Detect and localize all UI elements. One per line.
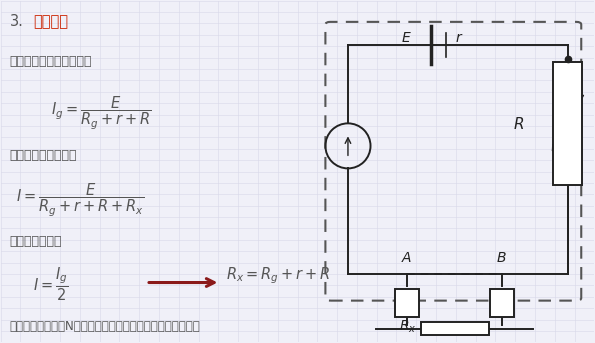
Text: 3.: 3. — [10, 14, 23, 29]
Text: $R$: $R$ — [512, 116, 524, 132]
Text: $I_g = \dfrac{E}{R_g + r + R}$: $I_g = \dfrac{E}{R_g + r + R}$ — [51, 95, 152, 132]
Text: $A$: $A$ — [402, 251, 413, 265]
Bar — [553, 62, 582, 185]
Bar — [421, 322, 489, 335]
Text: $I = \dfrac{E}{R_g + r + R + R_x}$: $I = \dfrac{E}{R_g + r + R + R_x}$ — [15, 182, 143, 219]
Text: $I = \dfrac{I_g}{2}$: $I = \dfrac{I_g}{2}$ — [33, 265, 69, 303]
Text: 当接入的待测电阵时: 当接入的待测电阵时 — [10, 149, 77, 162]
Bar — [396, 289, 419, 317]
Bar — [490, 289, 514, 317]
Text: 若表头半偏，则: 若表头半偏，则 — [10, 235, 62, 248]
Text: 思考：若表头出现N分之一偏，则待测电阵与内阵的关系如何: 思考：若表头出现N分之一偏，则待测电阵与内阵的关系如何 — [10, 320, 201, 333]
Text: 中値电阵: 中値电阵 — [33, 14, 68, 29]
Text: $R_x = R_g + r + R$: $R_x = R_g + r + R$ — [226, 265, 331, 286]
Text: $B$: $B$ — [496, 251, 507, 265]
Text: $r$: $r$ — [455, 31, 464, 45]
Text: $E$: $E$ — [402, 31, 412, 45]
Text: $R_x$: $R_x$ — [399, 318, 416, 335]
Text: 两表箔短接时，表头满偏: 两表箔短接时，表头满偏 — [10, 55, 92, 68]
